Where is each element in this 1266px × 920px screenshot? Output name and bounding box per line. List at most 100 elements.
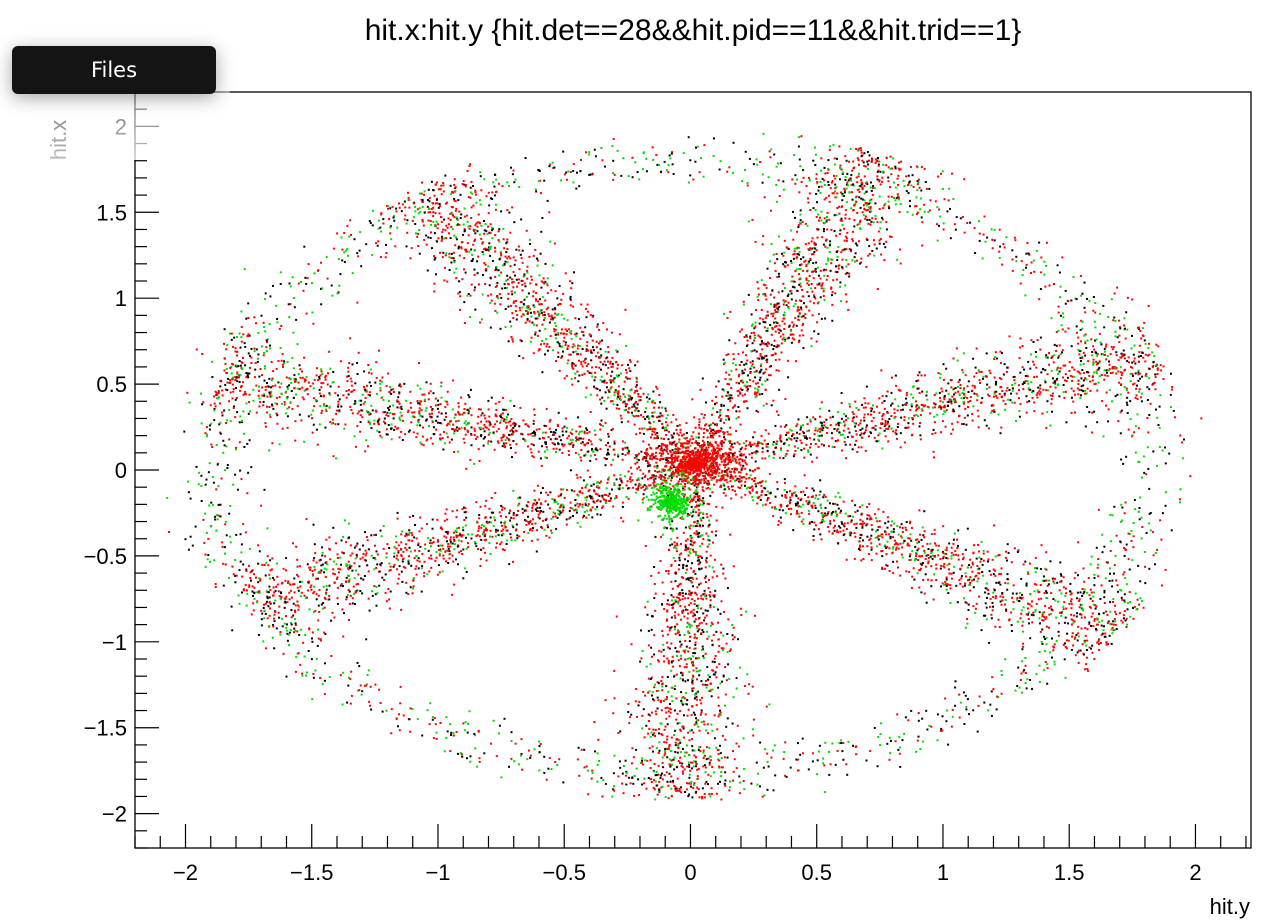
arm-point <box>754 376 757 379</box>
arm-point <box>544 262 547 265</box>
arm-point <box>807 283 810 286</box>
ring-point <box>457 752 459 755</box>
ring-point <box>1101 551 1104 554</box>
arm-point <box>819 269 822 272</box>
ring-point <box>878 195 881 198</box>
arm-point <box>429 415 432 418</box>
arm-point <box>758 322 761 325</box>
arm-point <box>538 303 541 306</box>
arm-point <box>671 436 674 439</box>
ring-point <box>228 535 231 538</box>
ring-point <box>1097 508 1100 511</box>
ring-point <box>261 345 263 348</box>
arm-point <box>884 202 887 205</box>
arm-point <box>311 431 314 434</box>
arm-point <box>786 337 789 340</box>
arm-point <box>893 408 896 411</box>
arm-point <box>859 227 861 230</box>
arm-point <box>845 237 848 240</box>
arm-point <box>800 300 803 302</box>
arm-point <box>512 286 515 289</box>
arm-point <box>579 326 582 329</box>
ring-point <box>245 317 248 320</box>
arm-point <box>808 309 811 312</box>
arm-point <box>783 322 786 325</box>
arm-point <box>839 219 842 222</box>
arm-point <box>1035 366 1038 369</box>
arm-point <box>882 163 885 166</box>
arm-point <box>497 269 500 272</box>
arm-point <box>1144 353 1147 356</box>
arm-point <box>455 236 457 239</box>
ring-point <box>379 256 382 258</box>
arm-point <box>698 418 701 421</box>
arm-point <box>633 391 636 394</box>
ring-point <box>856 188 859 191</box>
arm-point <box>964 407 967 410</box>
arm-point <box>1153 381 1156 384</box>
arm-point <box>1171 386 1174 388</box>
ring-point <box>1025 687 1028 690</box>
ring-point <box>1144 565 1147 568</box>
arm-point <box>423 211 426 214</box>
ring-point <box>221 545 224 548</box>
ring-point <box>293 627 296 630</box>
arm-point <box>642 392 645 395</box>
ring-point <box>307 263 310 266</box>
ring-point <box>1152 450 1155 453</box>
ring-point <box>1102 304 1105 307</box>
arm-point <box>992 395 995 398</box>
arm-point <box>1011 387 1014 390</box>
arm-point <box>555 360 557 362</box>
arm-point <box>513 221 516 224</box>
arm-point <box>629 389 632 392</box>
arm-point <box>533 312 536 315</box>
arm-point <box>519 253 522 256</box>
arm-point <box>860 179 863 182</box>
ring-point <box>359 231 362 234</box>
ring-point <box>315 657 318 660</box>
arm-point <box>256 360 259 363</box>
arm-point <box>511 206 514 209</box>
arm-point <box>517 245 520 248</box>
arm-point <box>566 319 569 322</box>
arm-point <box>616 397 619 400</box>
arm-point <box>868 202 871 205</box>
arm-point <box>895 197 898 200</box>
arm-point <box>496 284 498 287</box>
ring-point <box>556 764 559 766</box>
ring-point <box>1113 505 1116 508</box>
ring-point <box>283 606 286 609</box>
arm-point <box>858 222 861 225</box>
ring-point <box>1115 534 1118 537</box>
arm-point <box>889 155 892 158</box>
arm-point <box>485 195 488 198</box>
arm-point <box>756 443 759 446</box>
arm-point <box>776 258 779 261</box>
ring-point <box>498 732 501 735</box>
files-button[interactable]: Files <box>12 46 216 94</box>
arm-point <box>506 261 509 264</box>
arm-point <box>383 411 386 414</box>
arm-point <box>843 424 846 427</box>
arm-point <box>776 344 779 347</box>
arm-point <box>922 405 925 408</box>
arm-point <box>702 459 705 462</box>
arm-point <box>1050 398 1053 401</box>
arm-point <box>1052 361 1055 364</box>
ring-point <box>246 492 249 495</box>
arm-point <box>518 268 521 271</box>
arm-point <box>800 449 803 452</box>
arm-point <box>848 403 851 406</box>
ring-point <box>1108 389 1111 392</box>
arm-point <box>509 276 512 279</box>
arm-point <box>775 369 778 372</box>
arm-point <box>778 437 781 440</box>
arm-point <box>864 202 867 204</box>
arm-point <box>787 431 790 434</box>
ring-point <box>365 683 368 686</box>
arm-point <box>536 257 538 260</box>
arm-point <box>1139 377 1141 380</box>
arm-point <box>746 359 749 362</box>
ring-point <box>538 169 541 172</box>
